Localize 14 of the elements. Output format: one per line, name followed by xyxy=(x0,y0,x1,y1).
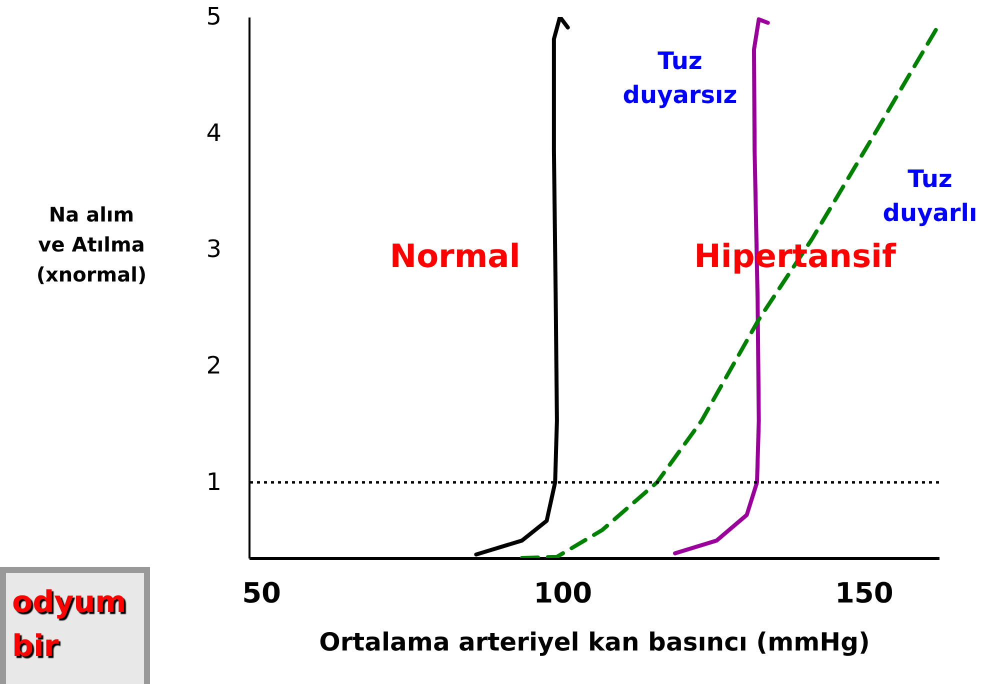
note-box: odyum bir xyxy=(0,567,150,684)
y-tick-label: 1 xyxy=(206,468,222,496)
annotation: Tuz duyarsız xyxy=(622,47,738,109)
x-tick-label: 100 xyxy=(534,576,592,610)
y-axis-title: Na alım ve Atılma (xnormal) xyxy=(36,202,147,286)
y-tick-label: 4 xyxy=(206,118,222,147)
x-tick-label: 150 xyxy=(834,576,894,610)
annotation: Tuz duyarlı xyxy=(882,165,978,227)
y-tick-label: 2 xyxy=(206,352,222,380)
annotation: Normal xyxy=(390,237,520,275)
y-tick-label: 3 xyxy=(206,235,222,264)
x-axis-title: Ortalama arteriyel kan basıncı (mmHg) xyxy=(319,628,870,656)
x-tick-label: 50 xyxy=(242,576,282,610)
y-tick-label: 5 xyxy=(206,2,222,30)
